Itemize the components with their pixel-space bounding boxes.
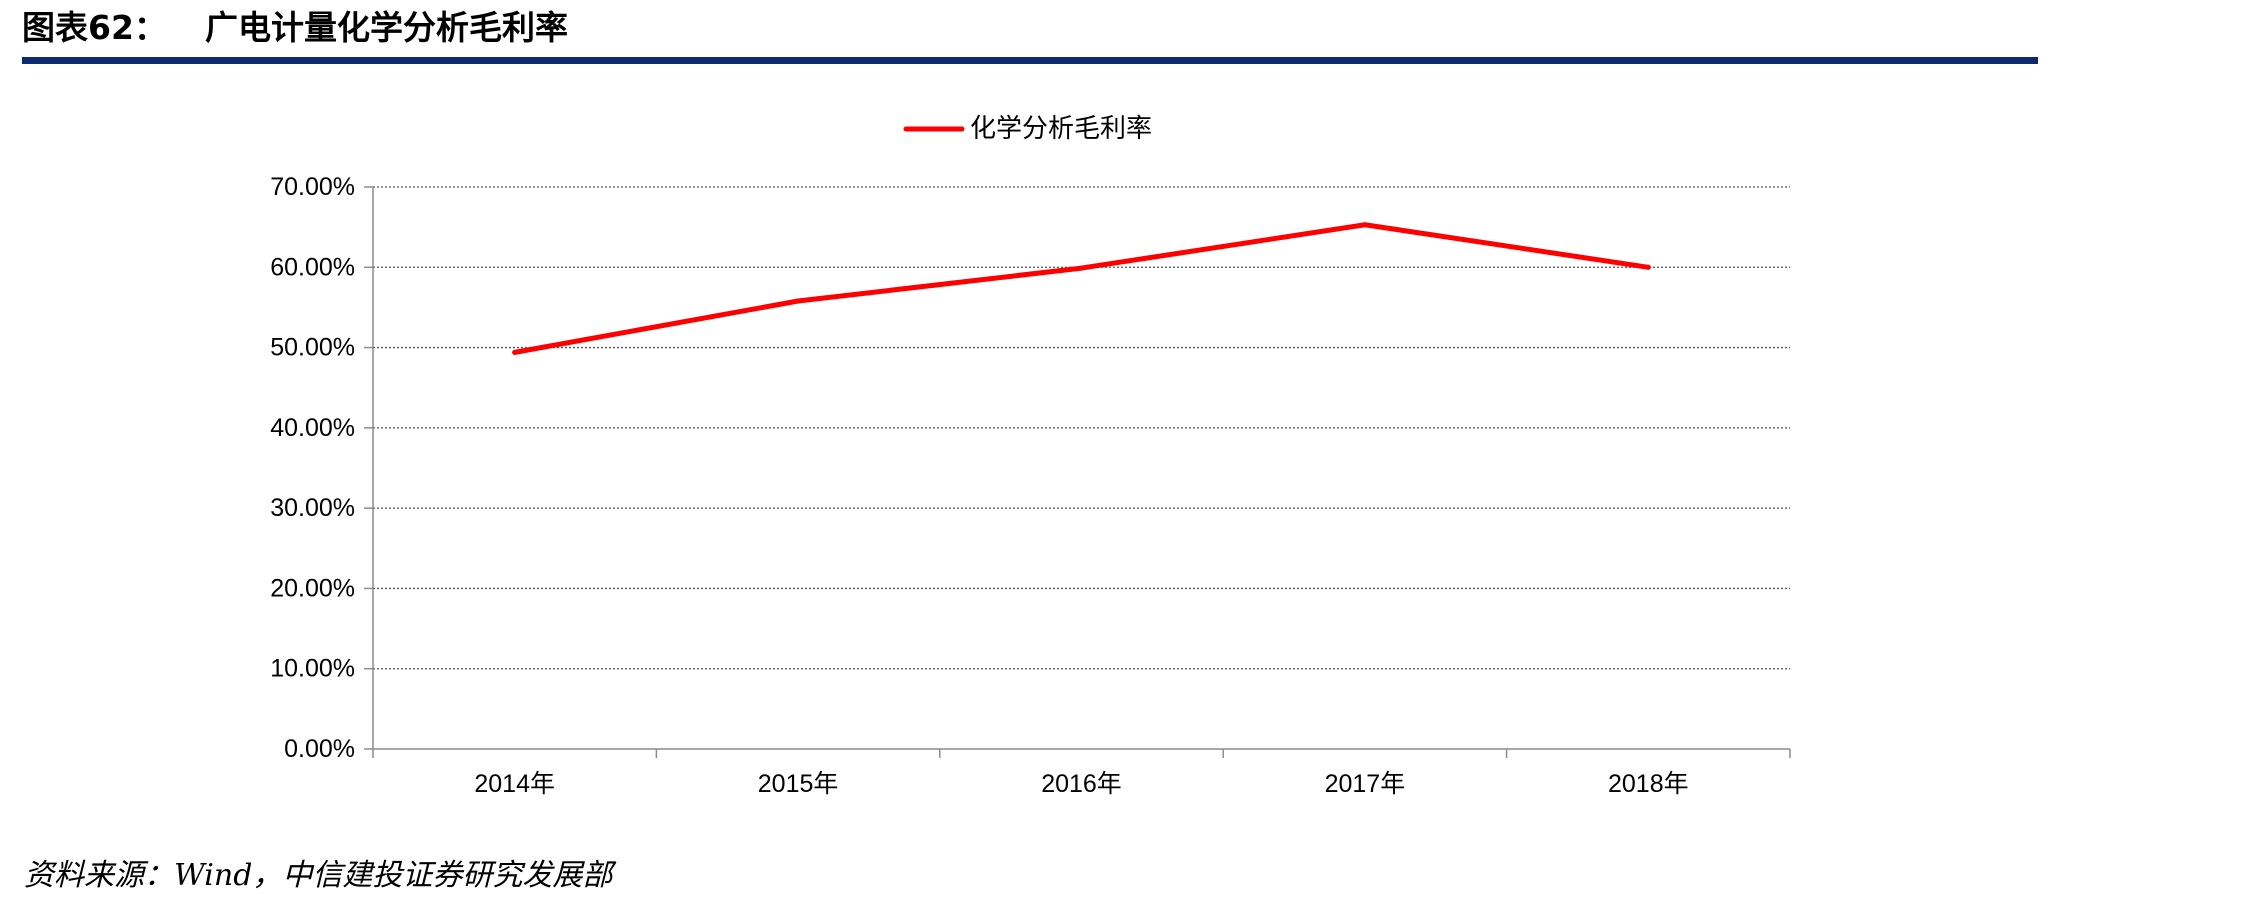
y-tick-label: 30.00% [270, 494, 355, 522]
legend-label: 化学分析毛利率 [970, 114, 1152, 144]
figure-title-text: 广电计量化学分析毛利率 [204, 8, 568, 47]
y-tick-label: 70.00% [270, 173, 355, 201]
series-point [512, 349, 518, 355]
y-tick-label: 40.00% [270, 414, 355, 442]
chart-axes [372, 187, 1790, 750]
chart-series [512, 222, 1651, 355]
series-point [795, 298, 801, 304]
series-point [1079, 265, 1084, 271]
figure-title: 图表62： 广电计量化学分析毛利率 [22, 4, 568, 52]
chart-legend: 化学分析毛利率 [903, 114, 1152, 144]
series-line [512, 222, 1651, 355]
x-tick-label: 2015年 [758, 770, 839, 798]
chart-gridlines [373, 186, 1790, 670]
y-tick-label: 0.00% [284, 735, 355, 763]
x-tick-label: 2018年 [1608, 770, 1689, 798]
series-point [1362, 222, 1368, 228]
figure-header: 图表62： 广电计量化学分析毛利率 [22, 4, 2038, 64]
x-tick-label: 2014年 [474, 770, 555, 798]
y-axis-ticks: 0.00% 10.00% 20.00% 30.00% 40.00% 50.00% 60.00… [270, 173, 373, 763]
x-tick-label: 2017年 [1325, 770, 1406, 798]
x-tick-label: 2016年 [1041, 770, 1122, 798]
header-divider [22, 57, 2038, 64]
x-axis-ticks: 2014年 2015年 2016年 2017年 2018年 [372, 749, 1791, 798]
y-tick-label: 60.00% [270, 253, 355, 281]
y-tick-label: 10.00% [270, 655, 355, 683]
y-tick-label: 20.00% [270, 574, 355, 602]
figure-label: 图表62： [22, 8, 167, 47]
y-tick-label: 50.00% [270, 334, 355, 362]
series-point [1645, 264, 1651, 270]
source-note: 资料来源：Wind，中信建投证券研究发展部 [24, 858, 613, 893]
